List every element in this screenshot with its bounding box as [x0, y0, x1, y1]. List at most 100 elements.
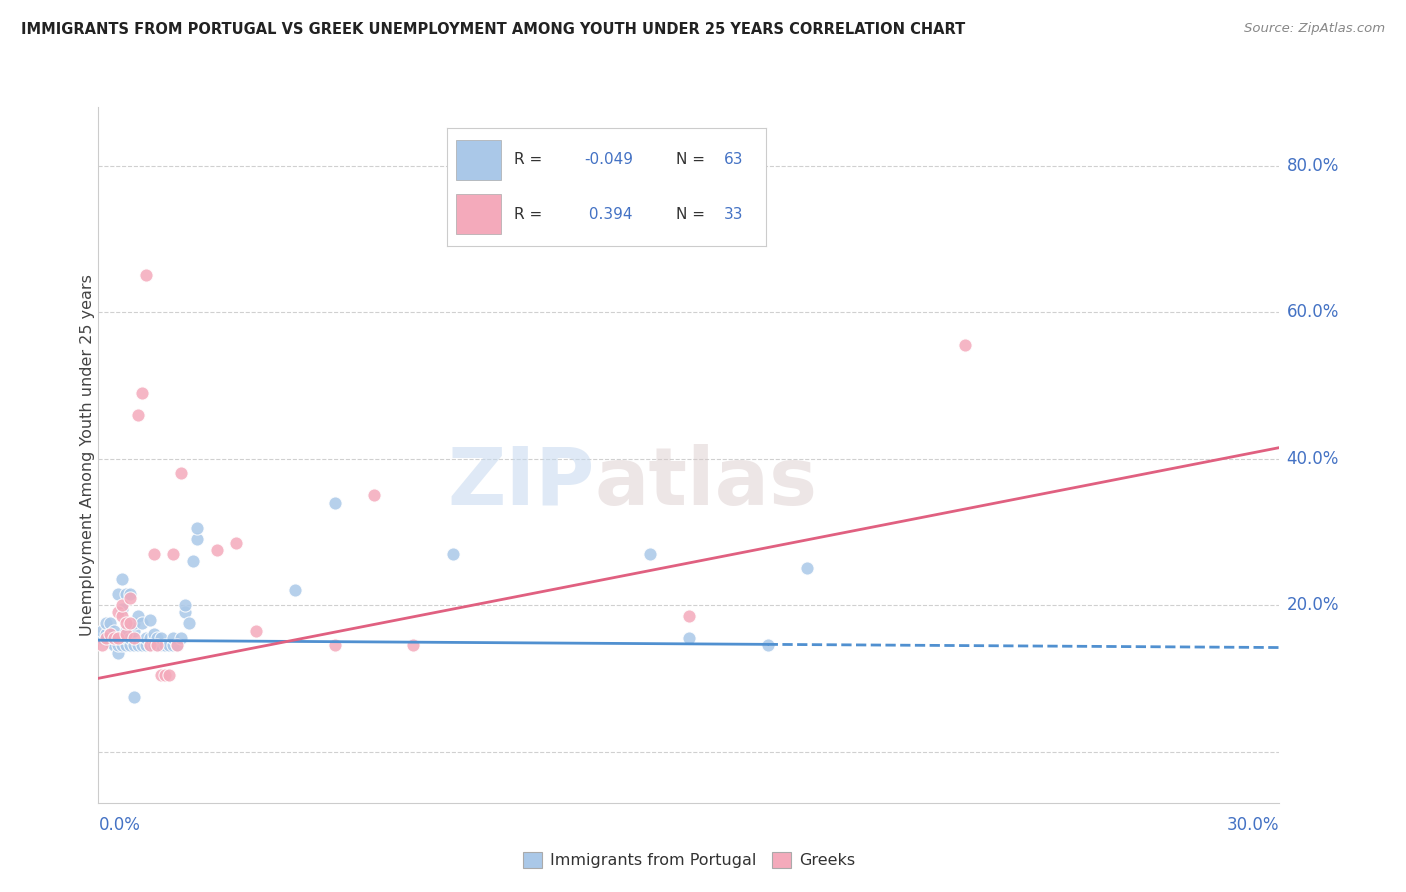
Point [111, 601, 134, 615]
Text: atlas: atlas [595, 443, 817, 522]
Point [150, 667, 173, 681]
Point [205, 543, 228, 558]
Point [111, 573, 134, 587]
Text: 60.0%: 60.0% [1286, 303, 1339, 321]
Point [107, 606, 129, 620]
Point [638, 547, 661, 561]
Point [155, 638, 177, 652]
Point [107, 646, 129, 660]
Text: 40.0%: 40.0% [1286, 450, 1339, 467]
Point [115, 638, 138, 652]
Point [135, 638, 157, 652]
Point [284, 583, 307, 598]
Point [107, 631, 129, 645]
Point [122, 616, 145, 631]
Point [150, 631, 173, 645]
Point [225, 536, 247, 550]
Point [91, 638, 114, 652]
Point [170, 467, 193, 481]
Point [118, 631, 141, 645]
Point [177, 616, 200, 631]
Point [111, 631, 134, 645]
Point [122, 638, 145, 652]
Point [115, 631, 138, 645]
Point [118, 587, 141, 601]
Point [131, 385, 153, 400]
Point [91, 624, 114, 638]
Point [131, 638, 153, 652]
Point [107, 631, 129, 645]
Point [155, 667, 177, 681]
Point [118, 591, 141, 605]
Text: ZIP: ZIP [447, 443, 595, 522]
Point [127, 408, 149, 422]
Point [135, 268, 157, 283]
Point [142, 627, 165, 641]
Text: 0.0%: 0.0% [98, 816, 141, 834]
Point [678, 609, 700, 624]
Text: 30.0%: 30.0% [1227, 816, 1279, 834]
Point [323, 495, 346, 509]
Point [245, 624, 267, 638]
Point [111, 609, 134, 624]
Point [186, 521, 208, 535]
Point [756, 638, 779, 652]
Point [103, 631, 125, 645]
Point [157, 638, 180, 652]
Point [441, 547, 464, 561]
Point [103, 638, 125, 652]
Text: 80.0%: 80.0% [1286, 157, 1339, 175]
Point [111, 638, 134, 652]
Point [115, 616, 138, 631]
Y-axis label: Unemployment Among Youth under 25 years: Unemployment Among Youth under 25 years [80, 274, 94, 636]
Point [91, 631, 114, 645]
Point [174, 606, 197, 620]
Text: 20.0%: 20.0% [1286, 596, 1339, 614]
Point [138, 613, 160, 627]
Point [796, 561, 818, 575]
Point [118, 638, 141, 652]
Point [98, 616, 121, 631]
Text: Source: ZipAtlas.com: Source: ZipAtlas.com [1244, 22, 1385, 36]
Point [96, 631, 118, 645]
Point [98, 627, 121, 641]
Point [142, 638, 165, 652]
Point [323, 638, 346, 652]
Point [103, 624, 125, 638]
Point [127, 609, 149, 624]
Legend: Immigrants from Portugal, Greeks: Immigrants from Portugal, Greeks [516, 846, 862, 875]
Point [162, 638, 184, 652]
Point [166, 638, 188, 652]
Point [98, 627, 121, 641]
Point [181, 554, 204, 568]
Point [146, 638, 169, 652]
Point [131, 616, 153, 631]
Point [138, 638, 160, 652]
Point [138, 631, 160, 645]
Point [953, 338, 976, 352]
Point [186, 532, 208, 546]
Point [678, 631, 700, 645]
Point [142, 631, 165, 645]
Point [363, 488, 385, 502]
Point [162, 547, 184, 561]
Point [107, 638, 129, 652]
Point [98, 634, 121, 648]
Point [115, 624, 138, 638]
Point [96, 627, 118, 641]
Point [157, 667, 180, 681]
Point [96, 616, 118, 631]
Text: IMMIGRANTS FROM PORTUGAL VS GREEK UNEMPLOYMENT AMONG YOUTH UNDER 25 YEARS CORREL: IMMIGRANTS FROM PORTUGAL VS GREEK UNEMPL… [21, 22, 966, 37]
Point [115, 587, 138, 601]
Point [118, 616, 141, 631]
Point [166, 638, 188, 652]
Point [146, 638, 169, 652]
Point [115, 627, 138, 641]
Point [107, 587, 129, 601]
Point [111, 598, 134, 612]
Point [162, 631, 184, 645]
Point [138, 638, 160, 652]
Point [150, 638, 173, 652]
Point [122, 690, 145, 704]
Point [146, 631, 169, 645]
